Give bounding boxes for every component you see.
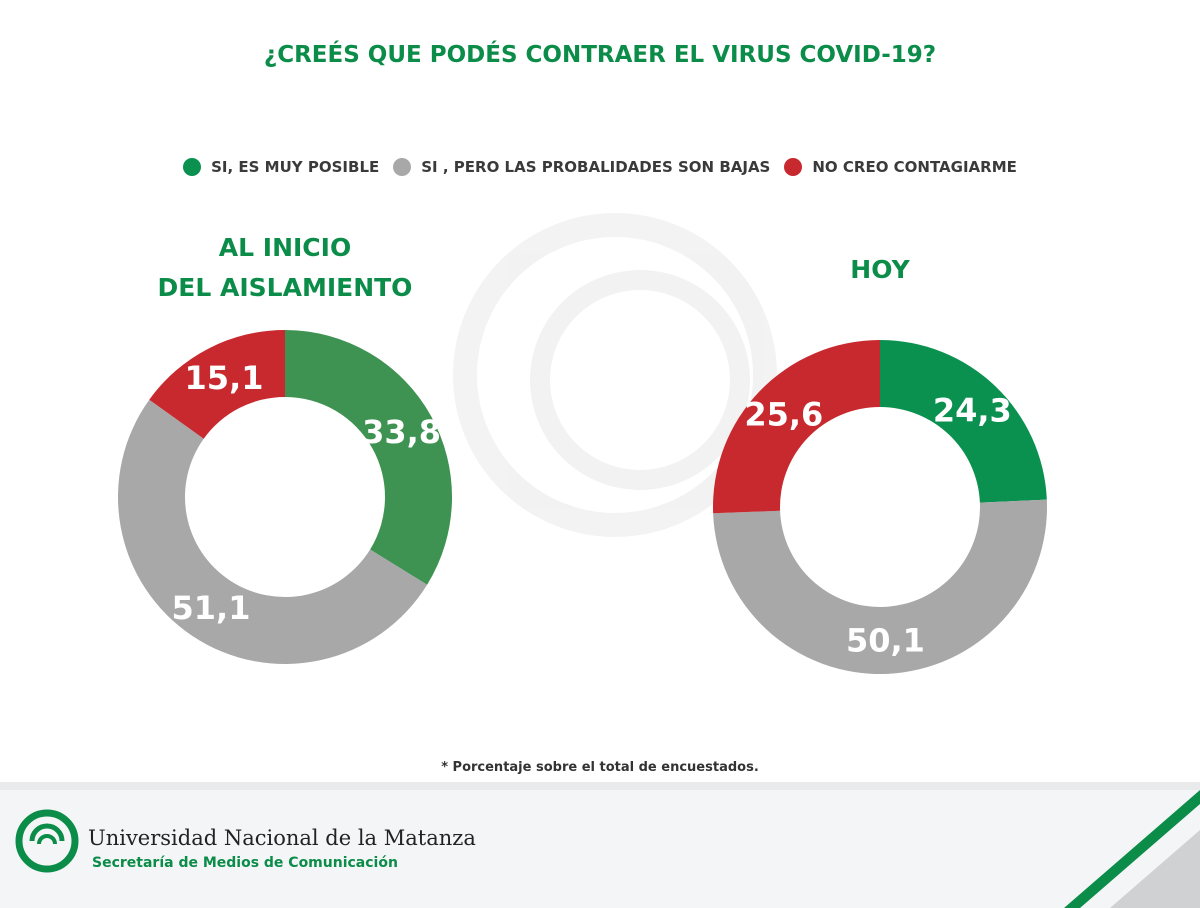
legend-label: SI, ES MUY POSIBLE bbox=[211, 158, 380, 176]
legend-label: NO CREO CONTAGIARME bbox=[812, 158, 1017, 176]
chart-2-title: HOY bbox=[850, 255, 910, 284]
chart-title: ¿CREÉS QUE PODÉS CONTRAER EL VIRUS COVID… bbox=[263, 42, 937, 68]
data-label: 33,8 bbox=[362, 413, 441, 451]
donut-slice bbox=[149, 330, 285, 439]
footer: Universidad Nacional de la Matanza Secre… bbox=[0, 782, 1200, 908]
university-name: Universidad Nacional de la Matanza bbox=[88, 826, 476, 850]
donut-slice bbox=[285, 330, 452, 585]
donut-charts: 33,8 51,1 15,1 24,3 50,1 25,6 bbox=[118, 213, 1047, 674]
data-label: 24,3 bbox=[933, 392, 1012, 430]
data-label: 50,1 bbox=[846, 621, 925, 659]
corner-stripe bbox=[1064, 790, 1200, 908]
chart-1-title: AL INICIO DEL AISLAMIENTO bbox=[135, 228, 435, 308]
legend-dot bbox=[393, 158, 412, 176]
watermark-logo bbox=[453, 213, 777, 537]
footnote: * Porcentaje sobre el total de encuestad… bbox=[441, 760, 759, 775]
legend-item-bajas: SI , PERO LAS PROBALIDADES SON BAJAS bbox=[393, 158, 770, 176]
donut-slice bbox=[118, 399, 428, 664]
data-label: 15,1 bbox=[185, 359, 264, 397]
legend-label: SI , PERO LAS PROBALIDADES SON BAJAS bbox=[421, 158, 771, 176]
legend-dot bbox=[784, 158, 803, 176]
legend-dot bbox=[183, 158, 202, 176]
chart-1-title-line: DEL AISLAMIENTO bbox=[157, 273, 413, 302]
legend-item-muy-posible: SI, ES MUY POSIBLE bbox=[183, 158, 379, 176]
data-label: 51,1 bbox=[172, 589, 251, 627]
university-logo-icon bbox=[15, 809, 79, 873]
donut-slice bbox=[713, 499, 1047, 674]
donut-slice bbox=[880, 340, 1047, 503]
chart-1-title-line: AL INICIO bbox=[218, 233, 352, 262]
secretary-name: Secretaría de Medios de Comunicación bbox=[92, 855, 398, 871]
legend-item-no-creo: NO CREO CONTAGIARME bbox=[784, 158, 1017, 176]
legend: SI, ES MUY POSIBLE SI , PERO LAS PROBALI… bbox=[0, 158, 1200, 176]
data-label: 25,6 bbox=[744, 395, 823, 433]
donut-slice bbox=[713, 340, 880, 514]
